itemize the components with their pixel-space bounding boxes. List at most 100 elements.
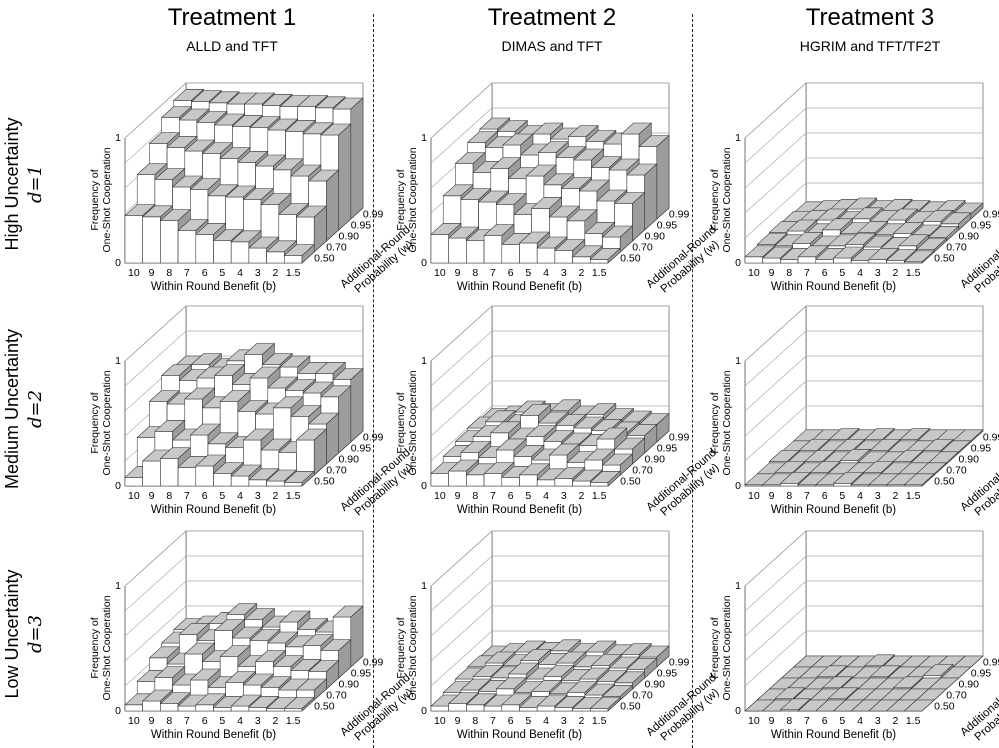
- column-subtitle: ALLD and TFT: [186, 38, 278, 54]
- bar-top-face: [124, 204, 156, 216]
- bar-top-face: [550, 639, 581, 652]
- bar-top-face: [219, 390, 251, 402]
- x-tick-label: 1.5: [906, 715, 921, 727]
- bar-front-face: [519, 474, 538, 487]
- x-tick-label: 7: [184, 490, 190, 502]
- x-tick-label: 6: [202, 490, 208, 502]
- bar-top-face: [191, 353, 222, 365]
- x-tick-label: 8: [786, 267, 792, 279]
- bar-front-face: [501, 477, 520, 487]
- bar-front-face: [448, 470, 467, 487]
- x-tick-label: 5: [525, 267, 531, 279]
- bar-top-face: [531, 197, 562, 209]
- bar-top-face: [225, 671, 256, 683]
- bar-top-face: [833, 472, 864, 484]
- bar-top-face: [332, 605, 364, 618]
- x-tick-label: 2: [579, 490, 585, 502]
- x-axis-label: Within Round Benefit (b): [457, 504, 582, 516]
- bar-front-face: [554, 707, 573, 712]
- bar-top-face: [596, 189, 628, 202]
- bar-front-face: [797, 256, 817, 264]
- bar-top-face: [332, 97, 364, 110]
- bar-top-face: [284, 471, 315, 483]
- z-axis-label: Frequency of One-Shot Cooperation: [395, 370, 419, 475]
- x-tick-label: 1.5: [592, 490, 607, 502]
- bar-top-face: [596, 670, 628, 682]
- bar-top-face: [279, 610, 311, 623]
- y-tick-label: 0.90: [959, 454, 980, 466]
- x-tick-label: 3: [875, 490, 881, 502]
- bar-top-face: [555, 414, 587, 426]
- gridline: [430, 380, 493, 437]
- bar-side-face: [338, 385, 352, 454]
- bar-top-face: [273, 655, 304, 667]
- z-axis-label-line2: One-Shot Cooperation: [407, 370, 419, 475]
- bar-front-face: [177, 467, 197, 487]
- bar-top-face: [219, 147, 251, 159]
- x-tick-label: 5: [219, 490, 225, 502]
- y-tick-label: 0.90: [959, 231, 980, 243]
- bar-top-face: [142, 205, 173, 218]
- bar-top-face: [243, 428, 274, 441]
- bar-top-face: [496, 438, 527, 451]
- gridline: [744, 132, 807, 189]
- bar-top-face: [460, 441, 492, 453]
- gridline: [744, 580, 807, 637]
- bar-top-face: [804, 450, 835, 462]
- bar-top-face: [184, 642, 215, 655]
- bar-top-face: [225, 185, 256, 198]
- bar-top-face: [149, 390, 180, 402]
- bar-top-face: [262, 353, 293, 365]
- bar-top-face: [249, 366, 281, 379]
- bar-top-face: [554, 467, 586, 479]
- bar-top-face: [501, 693, 532, 706]
- z-tick-label: 1: [115, 355, 121, 367]
- x-tick-label: 10: [128, 267, 140, 279]
- z-axis-label-line1: Frequency of: [395, 169, 407, 230]
- y-tick-label: 0.99: [363, 657, 384, 669]
- bar-top-face: [297, 95, 328, 107]
- bar-top-face: [308, 169, 339, 182]
- x-tick-label: 4: [857, 715, 863, 727]
- bar-top-face: [638, 645, 670, 658]
- bar: [774, 687, 806, 701]
- bar-top-face: [154, 168, 186, 180]
- bar-top-face: [166, 136, 198, 148]
- bar-top-face: [248, 696, 280, 708]
- x-tick-label: 9: [455, 267, 461, 279]
- bar-front-face: [850, 260, 870, 264]
- x-axis-label: Within Round Benefit (b): [771, 729, 896, 741]
- bar-top-face: [816, 665, 848, 678]
- bar-top-face: [810, 461, 841, 473]
- bar-top-face: [621, 643, 652, 655]
- bar-front-face: [142, 216, 161, 264]
- y-tick-label: 0.50: [934, 253, 955, 265]
- x-tick-label: 9: [455, 490, 461, 502]
- x-tick-label: 10: [434, 715, 446, 727]
- z-axis-label-line2: One-Shot Cooperation: [407, 147, 419, 252]
- panel-chart: 0 1 10 9 8 7 6 5 4 3 2 1.5 Within Round Benefit (b) 0…: [709, 305, 999, 518]
- bar-top-face: [149, 132, 180, 144]
- bar-side-face: [338, 123, 352, 231]
- x-tick-label: 7: [804, 490, 810, 502]
- x-tick-label: 5: [219, 715, 225, 727]
- bar-top-face: [863, 461, 894, 473]
- gridline: [744, 355, 807, 412]
- bar: [590, 697, 621, 712]
- bar-top-face: [904, 699, 935, 712]
- bar-top-face: [614, 192, 645, 204]
- gridline: [744, 107, 807, 164]
- bar: [904, 473, 935, 487]
- bar-front-face: [501, 704, 520, 712]
- bar-top-face: [774, 687, 806, 700]
- bar-top-face: [555, 146, 587, 158]
- bar: [590, 248, 621, 264]
- back-wall: [805, 530, 984, 657]
- bar-top-face: [230, 230, 262, 243]
- y-tick-label: 0.95: [971, 220, 992, 232]
- bar-top-face: [273, 396, 304, 409]
- x-axis-label: Within Round Benefit (b): [771, 281, 896, 293]
- bar-top-face: [561, 177, 592, 189]
- x-tick-label: 2: [893, 715, 899, 727]
- bar-top-face: [255, 154, 286, 167]
